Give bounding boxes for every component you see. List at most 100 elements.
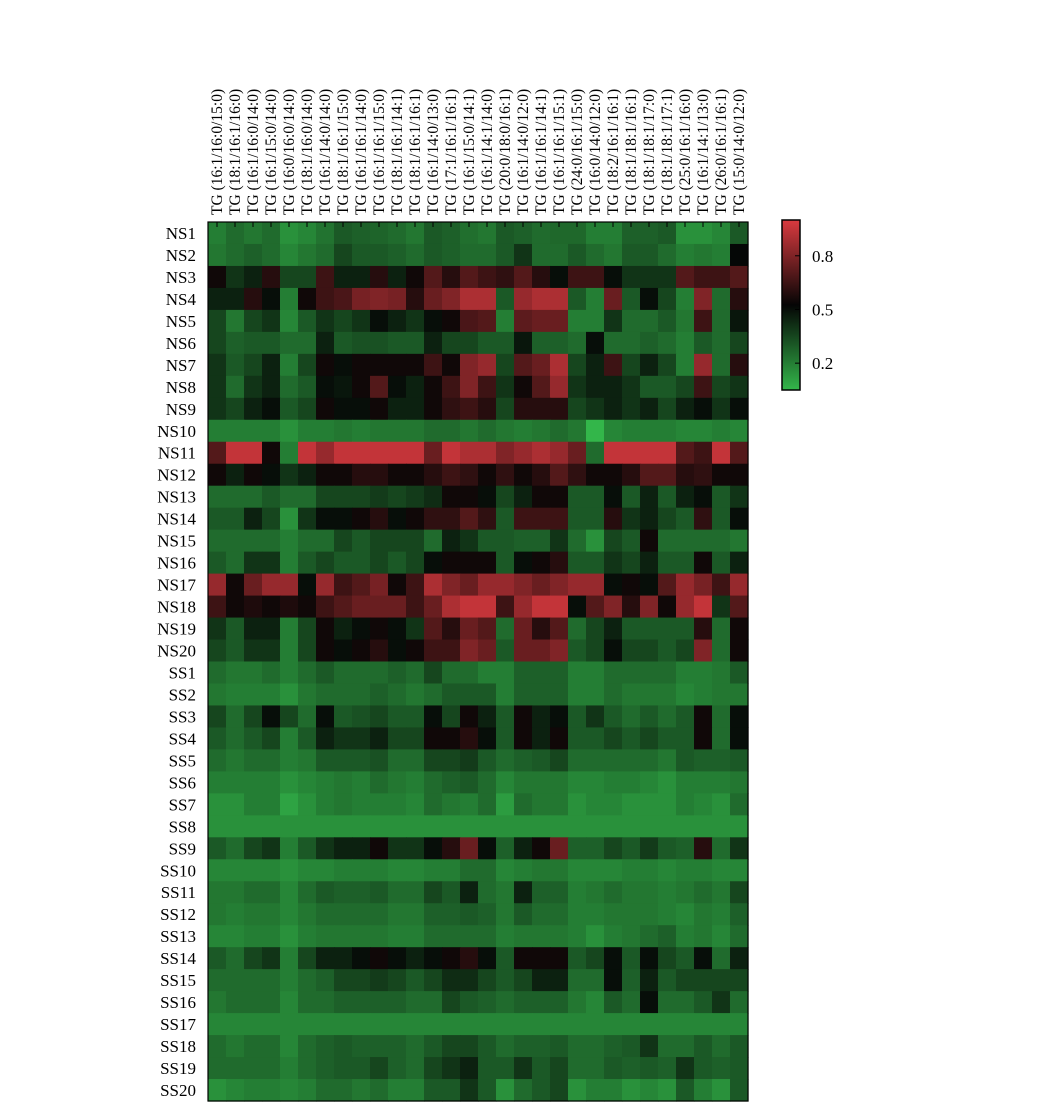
heatmap-cell (406, 595, 425, 619)
heatmap-cell (496, 639, 515, 663)
heatmap-cell (694, 265, 713, 289)
heatmap-cell (262, 1013, 281, 1036)
heatmap-cell (568, 595, 587, 619)
heatmap-cell (640, 331, 659, 355)
heatmap-cell (442, 991, 461, 1014)
heatmap-cell (622, 705, 641, 729)
heatmap-cell (424, 243, 443, 267)
heatmap-cell (442, 881, 461, 904)
heatmap-cell (298, 441, 317, 465)
heatmap-cell (550, 265, 569, 289)
heatmap-cell (406, 617, 425, 641)
heatmap-cell (316, 1013, 335, 1036)
heatmap-cell (622, 859, 641, 882)
heatmap-cell (532, 243, 551, 267)
heatmap-cell (514, 287, 533, 311)
heatmap-cell (298, 1057, 317, 1080)
heatmap-cell (208, 529, 227, 553)
heatmap-cell (388, 947, 407, 970)
heatmap-cell (262, 485, 281, 509)
heatmap-cell (334, 815, 353, 838)
heatmap-cell (514, 947, 533, 970)
heatmap-cell (622, 485, 641, 509)
heatmap-cell (208, 771, 227, 794)
heatmap-cell (352, 969, 371, 992)
heatmap-cell (280, 815, 299, 838)
heatmap-cell (712, 925, 731, 948)
heatmap-cell (658, 881, 677, 904)
heatmap-cell (604, 507, 623, 531)
heatmap-cell (676, 595, 695, 619)
heatmap-cell (712, 441, 731, 465)
heatmap-cell (442, 1013, 461, 1036)
heatmap-cell (694, 573, 713, 597)
heatmap-cell (442, 969, 461, 992)
heatmap-cell (658, 617, 677, 641)
heatmap-cell (496, 859, 515, 882)
heatmap-cell (514, 881, 533, 904)
heatmap-cell (604, 397, 623, 421)
heatmap-cell (262, 859, 281, 882)
heatmap-cell (514, 617, 533, 641)
heatmap-cell (640, 309, 659, 333)
heatmap-cell (442, 639, 461, 663)
heatmap-cell (334, 639, 353, 663)
heatmap-cell (622, 881, 641, 904)
heatmap-cell (622, 243, 641, 267)
heatmap-cell (442, 727, 461, 750)
heatmap-cell (298, 793, 317, 816)
heatmap-cell (406, 1079, 425, 1102)
heatmap-cell (388, 837, 407, 860)
row-label: NS14 (157, 510, 196, 529)
heatmap-cell (478, 661, 497, 685)
heatmap-cell (658, 793, 677, 816)
heatmap-cell (532, 969, 551, 992)
heatmap-cell (676, 243, 695, 267)
heatmap-cell (532, 947, 551, 970)
heatmap-cell (298, 661, 317, 685)
heatmap-cell (658, 859, 677, 882)
heatmap-cell (406, 265, 425, 289)
heatmap-cell (298, 947, 317, 970)
heatmap-cell (658, 903, 677, 926)
column-label: TG (16:0/16:0/14:0) (281, 89, 298, 215)
heatmap-cell (262, 881, 281, 904)
heatmap-cell (244, 771, 263, 794)
heatmap-cell (298, 419, 317, 443)
heatmap-cell (640, 639, 659, 663)
heatmap-cell (352, 265, 371, 289)
heatmap-cell (460, 859, 479, 882)
heatmap-cell (352, 309, 371, 333)
heatmap-cell (352, 639, 371, 663)
heatmap-cell (208, 881, 227, 904)
heatmap-cell (568, 947, 587, 970)
heatmap-cell (712, 222, 731, 245)
heatmap-cell (334, 969, 353, 992)
heatmap-cell (694, 793, 713, 816)
heatmap-cell (694, 661, 713, 685)
heatmap-cell (568, 639, 587, 663)
heatmap-cell (622, 1079, 641, 1102)
heatmap-cell (424, 485, 443, 509)
heatmap-cell (280, 331, 299, 355)
heatmap-cell (370, 815, 389, 838)
heatmap-cell (298, 463, 317, 487)
heatmap-cell (244, 683, 263, 707)
heatmap-cell (226, 1079, 245, 1102)
row-label: NS6 (166, 334, 196, 353)
heatmap-cell (496, 683, 515, 707)
heatmap-cell (730, 1035, 749, 1058)
heatmap-cell (370, 309, 389, 333)
heatmap-cell (352, 287, 371, 311)
heatmap-cell (514, 595, 533, 619)
heatmap-cell (658, 375, 677, 399)
heatmap-cell (460, 485, 479, 509)
heatmap-cell (226, 551, 245, 575)
heatmap-cell (208, 441, 227, 465)
heatmap-cell (514, 793, 533, 816)
heatmap-cell (352, 243, 371, 267)
heatmap-cell (568, 331, 587, 355)
heatmap-cell (712, 617, 731, 641)
heatmap-cell (352, 683, 371, 707)
heatmap-cell (676, 969, 695, 992)
